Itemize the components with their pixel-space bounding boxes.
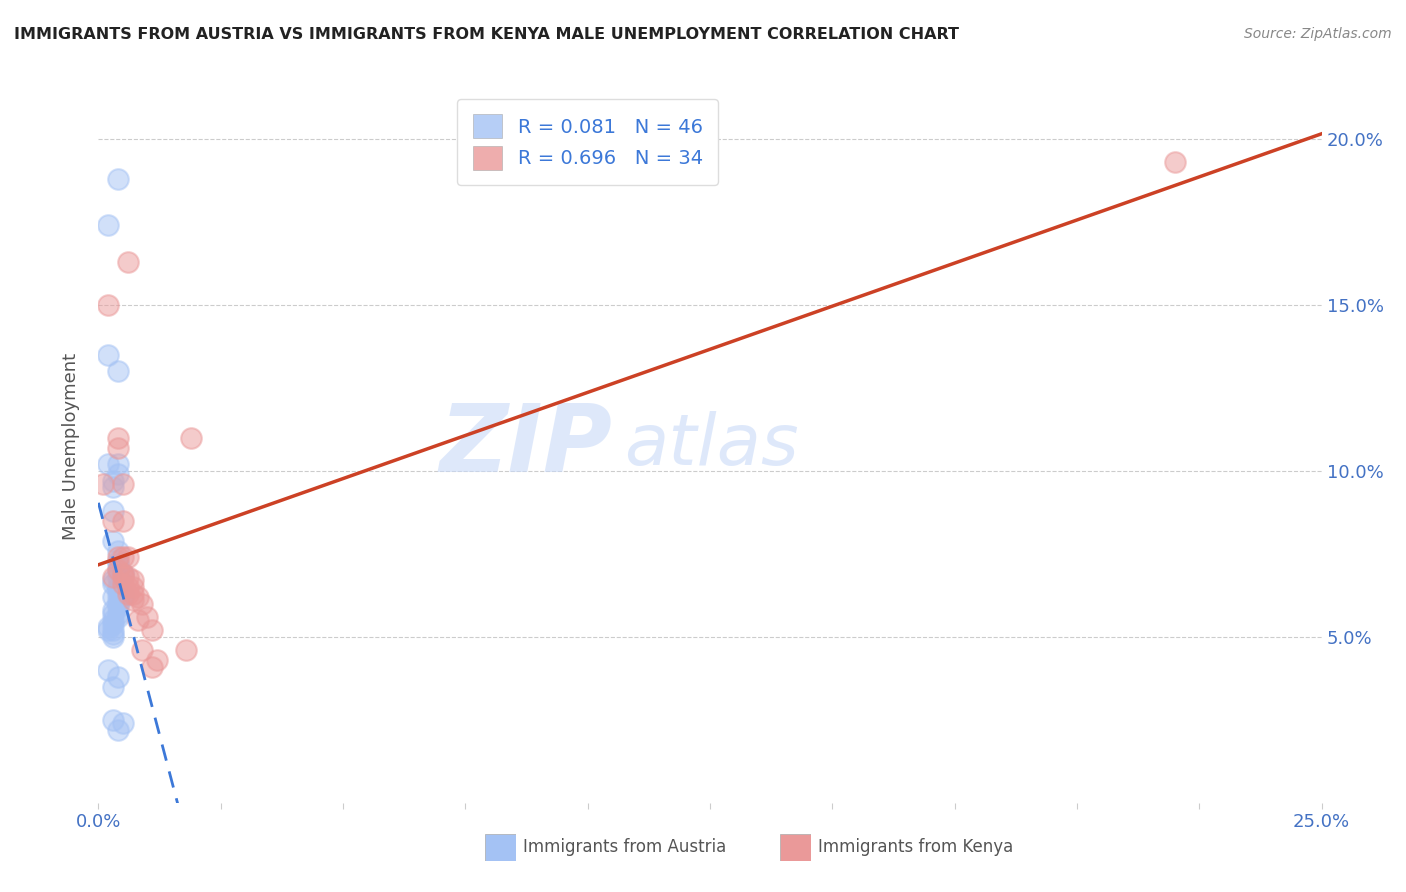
Point (107, 441, 129, 455)
Point (101, 574, 124, 588)
Point (127, 613, 149, 627)
Point (91, 477, 114, 491)
Point (107, 583, 129, 598)
Point (111, 566, 134, 581)
Point (127, 590, 149, 604)
Point (180, 431, 202, 445)
Point (117, 254, 139, 268)
Point (107, 599, 129, 614)
Point (101, 613, 124, 627)
Point (101, 624, 124, 638)
Point (101, 481, 124, 495)
Point (101, 616, 124, 631)
Point (101, 603, 124, 617)
Point (107, 570, 129, 584)
Point (117, 587, 139, 601)
Text: Source: ZipAtlas.com: Source: ZipAtlas.com (1244, 27, 1392, 41)
Point (101, 630, 124, 644)
Point (97, 457, 120, 471)
Point (141, 624, 163, 638)
Text: atlas: atlas (624, 411, 799, 481)
Point (97, 663, 120, 677)
Point (107, 670, 129, 684)
Point (97, 620, 120, 634)
Point (111, 590, 134, 604)
Text: Immigrants from Austria: Immigrants from Austria (523, 838, 727, 856)
Point (107, 723, 129, 737)
Point (121, 587, 143, 601)
Point (107, 587, 129, 601)
Point (97, 348, 120, 362)
Text: ZIP: ZIP (439, 400, 612, 492)
Point (121, 574, 143, 588)
Point (107, 597, 129, 611)
Point (107, 467, 129, 482)
Point (107, 564, 129, 578)
Point (97, 624, 120, 638)
Legend: R = 0.081   N = 46, R = 0.696   N = 34: R = 0.081 N = 46, R = 0.696 N = 34 (457, 99, 718, 186)
Point (101, 626, 124, 640)
Point (97, 298, 120, 312)
Point (121, 593, 143, 607)
Point (107, 171, 129, 186)
Point (101, 570, 124, 584)
Point (101, 576, 124, 591)
Point (107, 610, 129, 624)
Point (146, 653, 169, 667)
Point (131, 643, 153, 657)
Point (107, 607, 129, 621)
Point (1164, 155, 1187, 169)
Point (111, 716, 134, 731)
Point (136, 610, 159, 624)
Point (107, 593, 129, 607)
Point (101, 514, 124, 528)
Point (101, 607, 124, 621)
Point (117, 570, 139, 584)
Point (111, 576, 134, 591)
Point (107, 457, 129, 471)
Point (101, 504, 124, 518)
Point (101, 474, 124, 488)
Point (111, 477, 134, 491)
Point (111, 514, 134, 528)
Point (107, 553, 129, 567)
Point (101, 590, 124, 604)
Text: IMMIGRANTS FROM AUSTRIA VS IMMIGRANTS FROM KENYA MALE UNEMPLOYMENT CORRELATION C: IMMIGRANTS FROM AUSTRIA VS IMMIGRANTS FR… (14, 27, 959, 42)
Point (107, 364, 129, 378)
Point (111, 550, 134, 565)
Point (107, 543, 129, 558)
Point (107, 550, 129, 565)
Point (111, 566, 134, 581)
Point (101, 533, 124, 548)
Point (111, 566, 134, 581)
Point (111, 587, 134, 601)
Point (117, 550, 139, 565)
Point (131, 597, 153, 611)
Point (117, 580, 139, 594)
Point (101, 680, 124, 694)
Point (107, 557, 129, 571)
Point (101, 713, 124, 727)
Point (107, 564, 129, 578)
Point (107, 580, 129, 594)
Point (111, 570, 134, 584)
Point (97, 219, 120, 233)
Point (121, 580, 143, 594)
Point (107, 431, 129, 445)
Point (176, 643, 198, 657)
Point (141, 659, 163, 673)
Text: Immigrants from Kenya: Immigrants from Kenya (818, 838, 1014, 856)
Y-axis label: Male Unemployment: Male Unemployment (62, 352, 80, 540)
